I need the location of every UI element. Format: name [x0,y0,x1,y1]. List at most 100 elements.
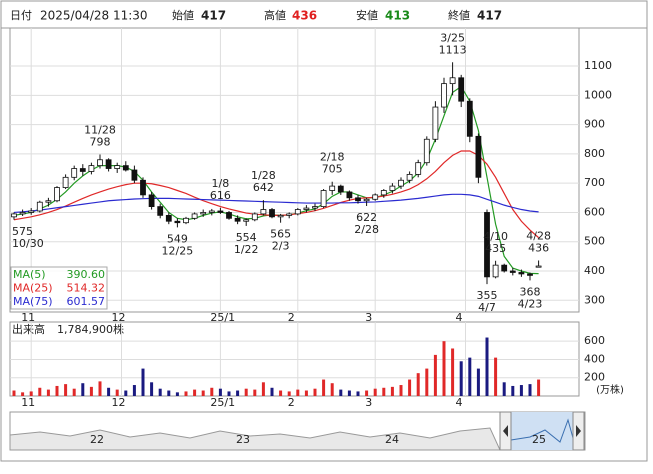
volume-bar [494,357,498,396]
header-value: 417 [477,9,502,23]
x-tick-label: 12 [112,311,126,324]
candle-body [466,100,473,137]
volume-bar [537,379,541,396]
volume-bar [390,386,394,396]
volume-bar [442,341,446,396]
header-label: 日付 [10,9,32,22]
arrow [503,425,508,437]
volume-bar [476,368,480,396]
y-tick-label: 1100 [584,59,612,72]
candle-body [509,270,516,273]
volume-bar [12,390,16,396]
volume-bar [287,391,291,396]
candle-body [36,201,43,212]
annotation-date: 2/18 [320,151,345,164]
candle-body [423,138,430,164]
volume-bar [339,389,343,396]
x-tick-label: 11 [21,396,35,409]
candle-body [432,106,439,140]
header-label: 高値 [264,8,286,22]
header-value: 436 [292,9,317,23]
navigator-label: 24 [385,433,399,446]
legend-box [10,266,108,310]
candle-body [28,210,35,213]
header-value: 413 [385,9,410,23]
volume-bar [502,382,506,396]
volume-bar [253,389,257,396]
candle-body [19,212,26,215]
volume-bar [21,392,25,396]
annotation-date: 10/30 [12,237,44,250]
volume-bar [399,385,403,396]
candle-body [492,264,499,278]
volume-bar [425,368,429,396]
x-tick-label: 4 [456,396,463,409]
y-tick-label: 600 [584,334,605,347]
volume-bar [279,390,283,396]
candle-body [406,173,413,181]
candle-body [518,272,525,275]
annotation-price: 565 [270,228,291,241]
volume-bar [89,386,93,396]
annotation-date: 1/28 [251,169,276,182]
volume-bar [184,391,188,396]
legend-value: 390.60 [67,268,106,281]
annotation-date: 1/8 [212,177,230,190]
volume-bar [304,390,308,396]
volume-unit: (万株) [596,383,624,396]
x-tick-label: 11 [21,311,35,324]
annotation-date: 4/28 [526,229,551,242]
y-tick-label: 200 [584,371,605,384]
candle-body [243,219,250,222]
x-tick-label: 25/1 [210,311,235,324]
candle-body [346,191,353,199]
annotation-price: 355 [477,289,498,302]
candle-body [415,162,422,175]
volume-bar [433,354,437,396]
legend-name: MA(5) [13,268,46,281]
ma-line [13,150,539,239]
y-tick-label: 500 [584,235,605,248]
candle-body [174,220,181,224]
candle-body [277,214,284,218]
candle-body [260,209,267,215]
volume-bar [167,390,171,396]
candle-body [380,190,387,196]
annotation-price: 798 [90,135,111,148]
ma-line [13,193,539,214]
x-tick-label: 2 [288,311,295,324]
volume-bar [313,388,317,396]
candle-body [131,169,138,181]
candle-body [45,200,52,203]
candle-body [71,168,78,178]
volume-bar [451,348,455,396]
volume-bar [201,390,205,396]
volume-bar [124,390,128,396]
annotation-date: 4/10 [483,230,508,243]
candle-body [535,265,542,268]
candle-body [54,187,60,202]
candle-body [79,168,86,172]
volume-bar [107,387,111,396]
volume-bar [261,382,265,396]
header-label: 終値 [448,8,470,22]
y-tick-label: 1000 [584,88,612,101]
y-tick-label: 900 [584,118,605,131]
candle-body [234,217,241,222]
annotation-price: 554 [236,231,257,244]
candle-body [226,212,232,219]
volume-total: 1,784,900株 [57,322,124,336]
x-tick-label: 25/1 [210,396,235,409]
candle-body [269,209,275,218]
volume-bar [322,379,326,396]
candle-body [475,135,482,178]
navigator-label: 22 [90,433,104,446]
candle-body [312,206,318,209]
candle-body [484,212,490,278]
volume-bar [64,384,68,396]
candle-body [191,213,198,219]
price-panel [9,27,580,313]
candle-body [441,83,447,108]
candle-body [363,198,370,202]
